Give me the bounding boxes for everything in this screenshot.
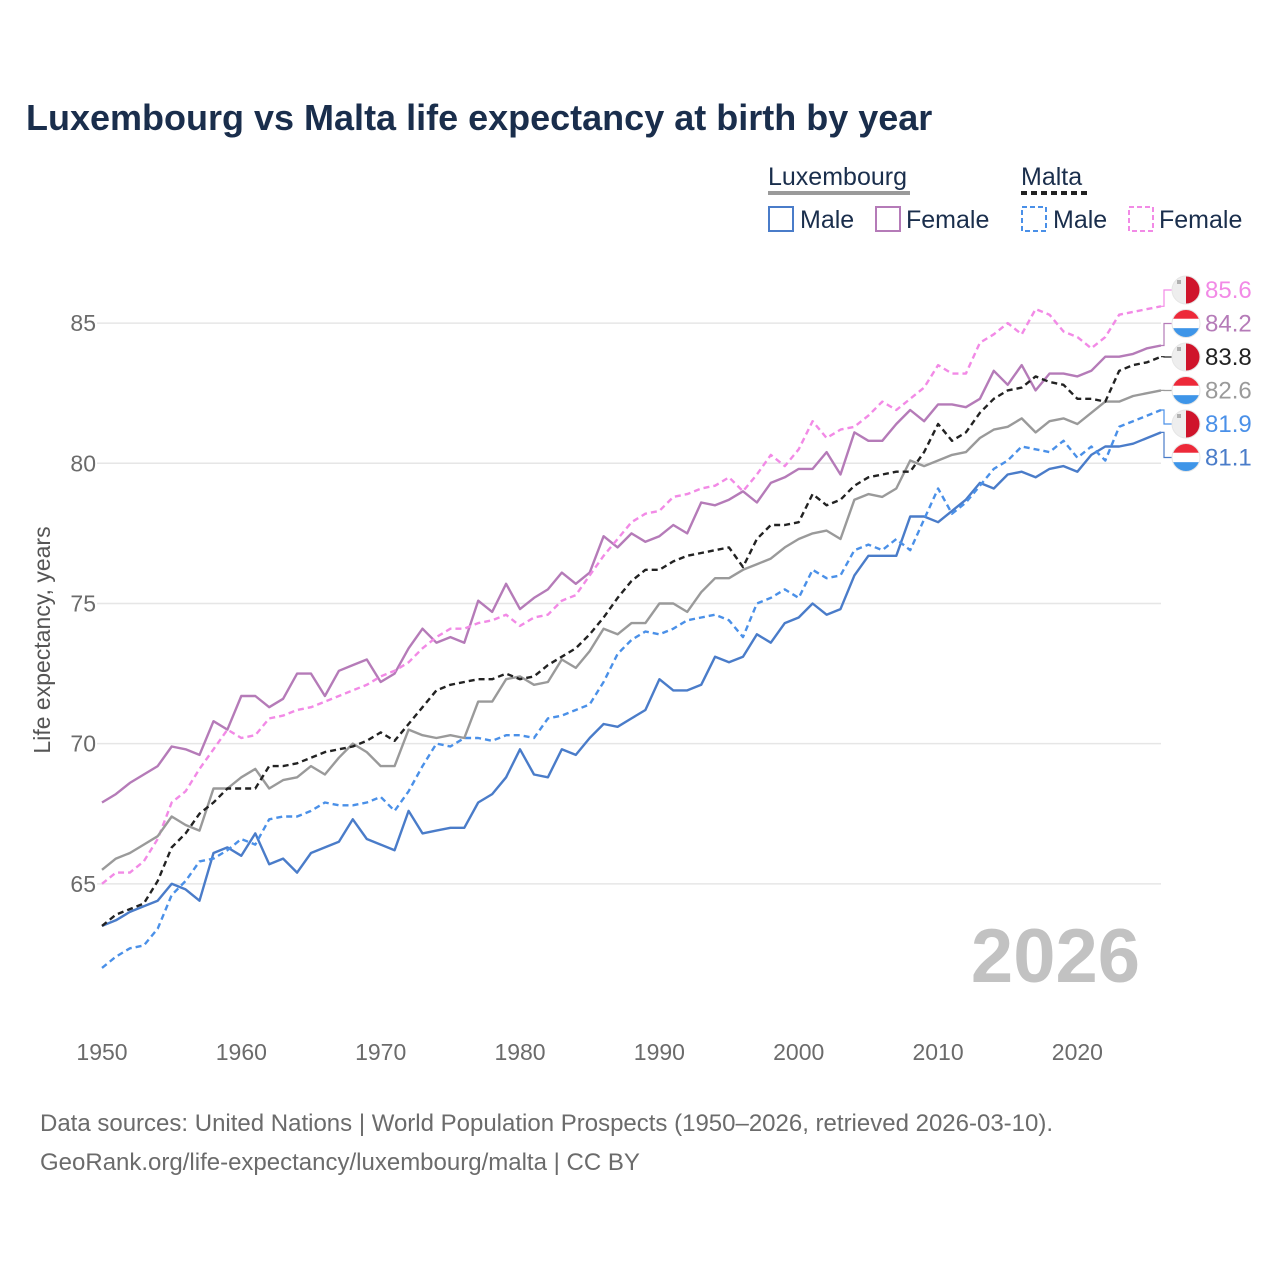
series-lines: [101, 305, 1162, 969]
year-watermark: 2026: [971, 914, 1140, 999]
x-tick-label: 1950: [76, 1039, 127, 1065]
y-tick-label: 75: [70, 590, 96, 616]
luxembourg-flag-icon: [1171, 376, 1201, 405]
chart-title: Luxembourg vs Malta life expectancy at b…: [26, 97, 932, 138]
series-line-malta-female[interactable]: [101, 305, 1162, 885]
x-tick-label: 2000: [773, 1039, 824, 1065]
y-axis-label: Life expectancy, years: [29, 526, 55, 753]
legend: Luxembourg Malta Male Female Male Female: [768, 163, 1242, 234]
legend-malta-female-label[interactable]: Female: [1159, 206, 1242, 234]
series-line-luxembourg-male[interactable]: [101, 431, 1162, 928]
series-line-luxembourg[interactable]: [101, 389, 1162, 871]
x-tick-label: 2020: [1052, 1039, 1103, 1065]
x-tick-label: 1980: [494, 1039, 545, 1065]
y-tick-label: 80: [70, 450, 96, 476]
end-value-label: 81.1: [1205, 445, 1252, 472]
x-tick-label: 2010: [912, 1039, 963, 1065]
x-axis-ticks: 1950 1960 1970 1980 1990 2000 2010 2020: [76, 1039, 1103, 1065]
end-labels: 85.6 84.2 83.8 82.6 81.9 81.1: [1161, 275, 1252, 472]
end-label-connector: [1161, 431, 1173, 459]
series-line-luxembourg-female[interactable]: [101, 344, 1162, 804]
luxembourg-flag-icon: [1171, 443, 1201, 472]
gridlines: [97, 322, 1161, 885]
malta-flag-icon: [1171, 409, 1201, 439]
source-line-2: GeoRank.org/life-expectancy/luxembourg/m…: [40, 1149, 640, 1176]
legend-malta-female-swatch[interactable]: [1128, 206, 1154, 232]
end-value-label: 84.2: [1205, 311, 1252, 338]
end-label-connector: [1161, 409, 1173, 425]
malta-flag-icon: [1171, 275, 1201, 305]
y-tick-label: 65: [70, 871, 96, 897]
y-axis-ticks: 65 70 75 80 85: [70, 310, 96, 897]
legend-lux-female-swatch[interactable]: [875, 206, 901, 232]
end-value-label: 82.6: [1205, 378, 1252, 405]
legend-group-malta[interactable]: Malta: [1021, 163, 1082, 191]
y-tick-label: 85: [70, 310, 96, 336]
end-label-connector: [1161, 289, 1173, 307]
malta-flag-icon: [1171, 342, 1201, 372]
series-line-malta-male[interactable]: [101, 408, 1162, 969]
legend-lux-male-swatch[interactable]: [768, 206, 794, 232]
legend-malta-male-label[interactable]: Male: [1053, 206, 1107, 234]
series-line-malta[interactable]: [101, 355, 1162, 927]
x-tick-label: 1990: [634, 1039, 685, 1065]
end-label-connector: [1161, 322, 1173, 347]
legend-malta-male-swatch[interactable]: [1021, 206, 1047, 232]
x-tick-label: 1960: [216, 1039, 267, 1065]
x-tick-label: 1970: [355, 1039, 406, 1065]
legend-lux-male-label[interactable]: Male: [800, 206, 854, 234]
end-value-label: 83.8: [1205, 344, 1252, 371]
source-line-1: Data sources: United Nations | World Pop…: [40, 1110, 1053, 1137]
luxembourg-flag-icon: [1171, 309, 1201, 338]
end-value-label: 85.6: [1205, 277, 1252, 304]
end-value-label: 81.9: [1205, 411, 1252, 438]
y-tick-label: 70: [70, 731, 96, 757]
legend-group-luxembourg[interactable]: Luxembourg: [768, 163, 907, 191]
legend-lux-female-label[interactable]: Female: [906, 206, 989, 234]
